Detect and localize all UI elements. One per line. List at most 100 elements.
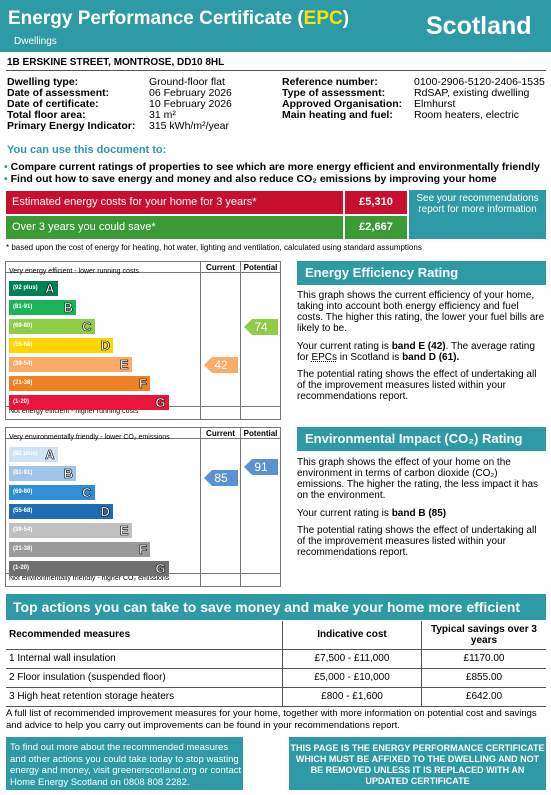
energy-efficiency-heading: Energy Efficiency Rating	[297, 261, 546, 285]
chart-divider	[6, 438, 280, 439]
band-letter: G	[155, 395, 166, 411]
ee-paragraph-1: This graph shows the current efficiency …	[297, 290, 545, 334]
rating-band-f: (21-38) F	[9, 376, 150, 391]
rating-band-e: (39-54) E	[9, 523, 132, 538]
cost-value: £2,667	[345, 216, 407, 239]
detail-label: Primary Energy Indicator:	[7, 120, 136, 132]
rating-band-d: (55-68) D	[9, 504, 113, 519]
chart-bottom-label: Not energy efficient - higher running co…	[9, 408, 139, 415]
saving-cell: £642.00	[465, 691, 503, 702]
costs-footnote: * based upon the cost of energy for heat…	[6, 243, 422, 252]
band-range: (39-54)	[13, 527, 33, 533]
see-recommendations-box: See your recommendations report for more…	[409, 190, 546, 239]
energy-efficiency-chart: Current Potential Very energy efficient …	[5, 261, 281, 420]
cost-cell: £5,000 - £10,000	[282, 668, 422, 687]
table-row: 2 Floor insulation (suspended floor) £5,…	[6, 668, 546, 687]
current-rating-arrow: 42	[204, 357, 238, 373]
detail-value: 315 kWh/m²/year	[149, 120, 229, 132]
chart-divider	[240, 428, 241, 586]
detail-value: RdSAP, existing dwelling	[414, 87, 530, 99]
potential-rating-arrow: 74	[244, 319, 278, 335]
cost-row-saving: Over 3 years you could save* £2,667	[6, 216, 546, 239]
environmental-impact-heading: Environmental Impact (CO₂) Rating	[297, 427, 546, 451]
band-range: (92 plus)	[13, 285, 38, 291]
band-range: (21-38)	[13, 380, 33, 386]
band-range: (21-38)	[13, 546, 33, 552]
chart-divider	[6, 272, 280, 273]
ei-paragraph-1: This graph shows the effect of your home…	[297, 457, 539, 501]
current-column-header: Current	[206, 263, 235, 272]
band-range: (92 plus)	[13, 451, 38, 457]
rating-band-c: (69-80) C	[9, 319, 95, 334]
property-address: 1B ERSKINE STREET, MONTROSE, DD10 8HL	[7, 57, 225, 68]
current-column-header: Current	[206, 429, 235, 438]
use-bullet: • Compare current ratings of properties …	[4, 161, 549, 173]
detail-value: 31 m²	[149, 109, 176, 121]
detail-value: Room heaters, electric	[414, 109, 520, 121]
band-letter: A	[45, 281, 55, 297]
table-row: 3 High heat retention storage heaters £8…	[6, 687, 546, 706]
band-range: (55-68)	[13, 342, 33, 348]
detail-label: Total floor area:	[7, 109, 86, 121]
rating-band-g: (1-20) G	[9, 561, 169, 576]
rating-band-d: (55-68) D	[9, 338, 113, 353]
cost-cell: £7,500 - £11,000	[282, 649, 422, 668]
chart-top-label: Very energy efficient - lower running co…	[9, 268, 139, 275]
country-label: Scotland	[426, 12, 532, 40]
saving-cell: £1170.00	[463, 653, 505, 664]
rating-band-g: (1-20) G	[9, 395, 169, 410]
measure-cell: 1 Internal wall insulation	[9, 653, 116, 664]
chart-divider	[200, 428, 201, 586]
actions-table: Recommended measures Indicative cost Typ…	[6, 621, 546, 707]
potential-column-header: Potential	[243, 429, 278, 438]
band-letter: B	[63, 300, 73, 316]
certificate-notice-box: THIS PAGE IS THE ENERGY PERFORMANCE CERT…	[289, 737, 546, 790]
ei-paragraph-3: The potential rating shows the effect of…	[297, 525, 537, 558]
band-range: (39-54)	[13, 361, 33, 367]
environmental-impact-chart: Current Potential Very environmentally f…	[5, 427, 281, 587]
page-subtitle: Dwellings	[14, 36, 57, 47]
bullet-icon: •	[4, 161, 8, 173]
chart-divider	[200, 262, 201, 419]
rating-band-a: (92 plus) A	[9, 447, 58, 462]
cost-row-estimated: Estimated energy costs for your home for…	[6, 191, 546, 214]
band-range: (55-68)	[13, 508, 33, 514]
top-actions-heading: Top actions you can take to save money a…	[6, 594, 546, 620]
measure-cell: 2 Floor insulation (suspended floor)	[9, 672, 166, 683]
measure-cell: 3 High heat retention storage heaters	[9, 691, 175, 702]
band-letter: E	[119, 357, 129, 373]
rating-band-c: (69-80) C	[9, 485, 95, 500]
band-range: (81-91)	[13, 470, 33, 476]
divider	[6, 70, 546, 71]
table-header-row: Recommended measures Indicative cost Typ…	[6, 621, 546, 649]
rating-band-b: (81-91) B	[9, 300, 76, 315]
cost-label: Estimated energy costs for your home for…	[6, 191, 343, 214]
cost-cell: £800 - £1,600	[282, 687, 422, 706]
rating-band-e: (39-54) E	[9, 357, 132, 372]
band-range: (1-20)	[13, 399, 30, 405]
detail-label: Dwelling type:	[7, 76, 79, 88]
saving-cell: £855.00	[465, 672, 503, 683]
chart-divider	[240, 262, 241, 419]
detail-label: Reference number:	[282, 76, 378, 88]
chart-bottom-label: Not environmentally friendly - higher CO…	[9, 575, 170, 582]
band-letter: D	[100, 504, 110, 520]
rating-band-b: (81-91) B	[9, 466, 76, 481]
table-header-cell: Recommended measures	[9, 629, 131, 641]
detail-label: Approved Organisation:	[282, 98, 403, 110]
table-row: 1 Internal wall insulation £7,500 - £11,…	[6, 649, 546, 668]
detail-value: Ground-floor flat	[149, 76, 225, 88]
cost-label: Over 3 years you could save*	[6, 216, 343, 239]
find-out-more-box: To find out more about the recommended m…	[6, 737, 243, 790]
band-letter: E	[119, 523, 129, 539]
band-range: (81-91)	[13, 304, 33, 310]
band-letter: F	[139, 542, 148, 558]
use-document-title: You can use this document to:	[7, 144, 167, 156]
ee-paragraph-3: The potential rating shows the effect of…	[297, 369, 537, 402]
detail-label: Main heating and fuel:	[282, 109, 393, 121]
detail-label: Date of certificate:	[7, 98, 99, 110]
band-letter: C	[82, 319, 92, 335]
current-rating-arrow: 85	[204, 470, 238, 486]
band-letter: B	[63, 466, 73, 482]
band-letter: D	[100, 338, 110, 354]
